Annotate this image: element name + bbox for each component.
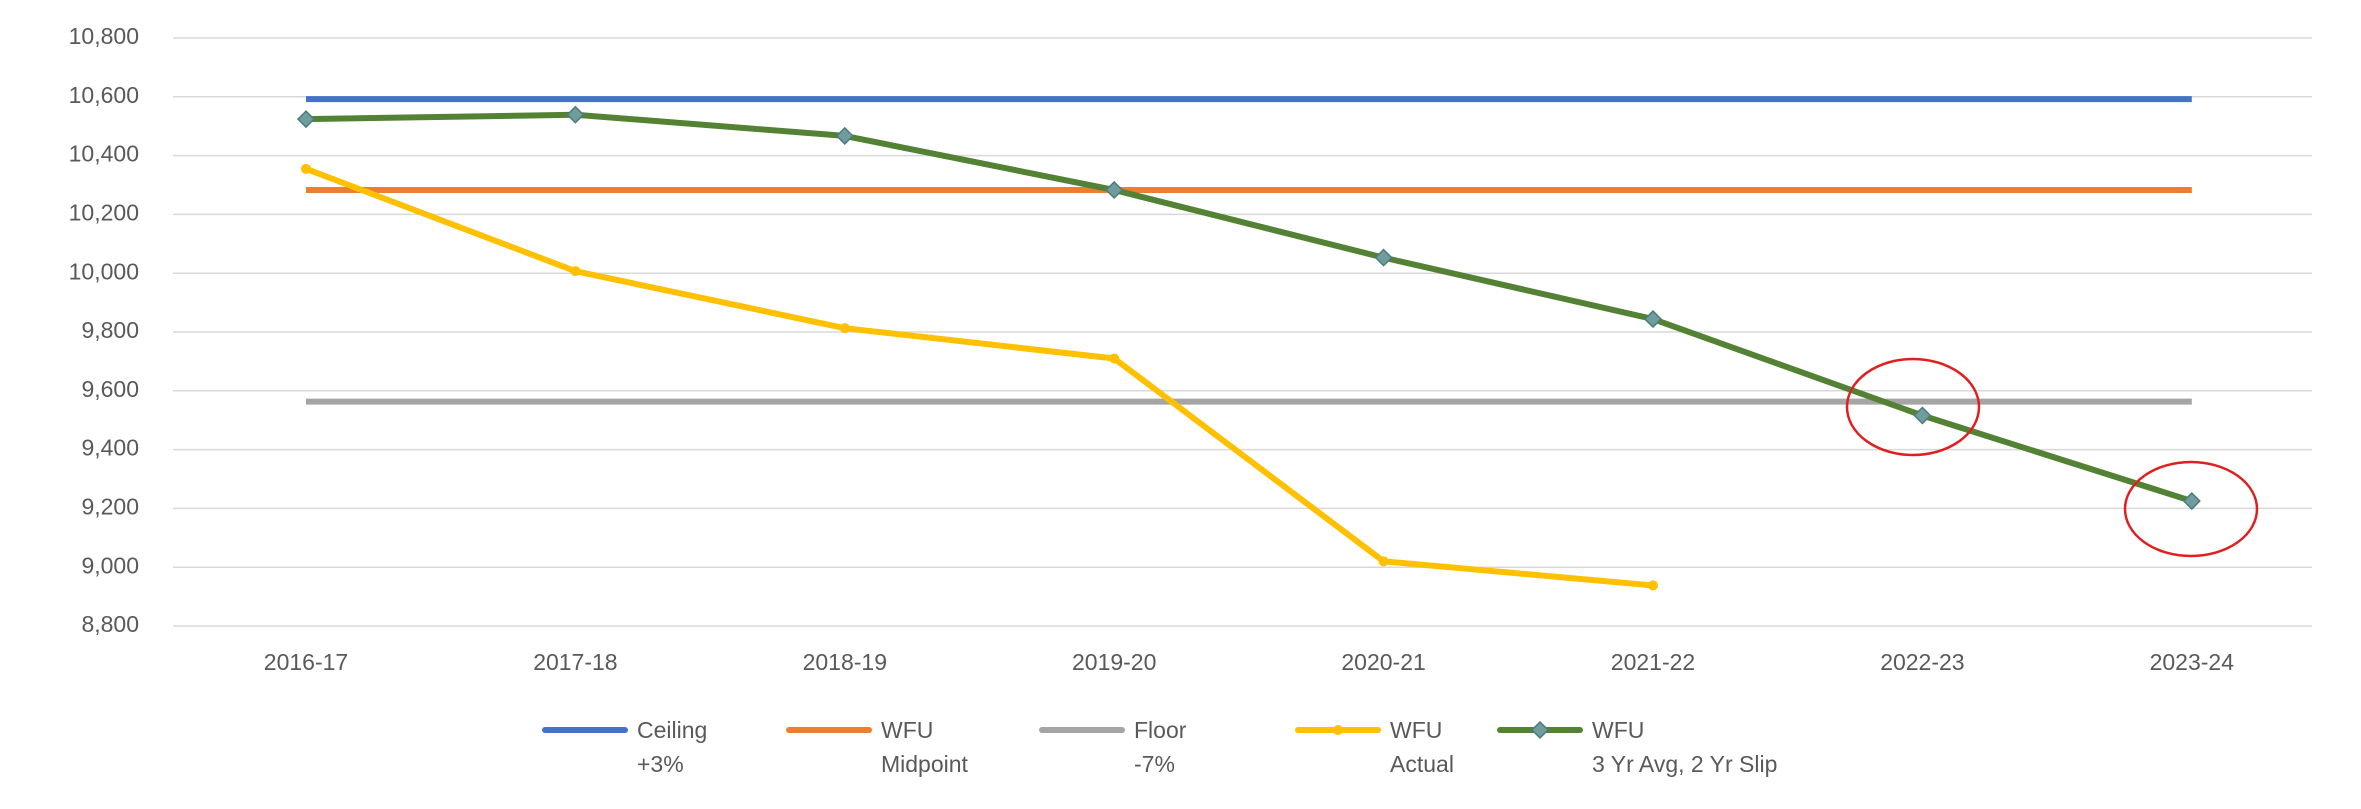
x-tick-label: 2019-20: [1072, 649, 1156, 675]
data-point: [1378, 556, 1389, 567]
series-line: [305, 111, 2193, 504]
legend-label: WFU 3 Yr Avg, 2 Yr Slip: [1592, 717, 1778, 777]
y-tick-label: 9,200: [81, 493, 139, 519]
legend-label: WFU Actual: [1390, 717, 1454, 777]
legend-marker: [1530, 720, 1550, 740]
x-tick-label: 2016-17: [264, 649, 348, 675]
data-point: [1105, 180, 1124, 200]
data-point: [1643, 310, 1663, 329]
x-tick-label: 2017-18: [533, 649, 617, 675]
x-tick-label: 2020-21: [1341, 649, 1425, 675]
y-tick-label: 8,800: [81, 611, 139, 637]
data-point: [570, 266, 581, 277]
data-point: [1913, 406, 1932, 425]
y-tick-label: 10,600: [69, 82, 139, 108]
legend-label: WFU Midpoint: [881, 717, 968, 777]
legend-label: Ceiling +3%: [637, 717, 708, 777]
data-point: [301, 163, 311, 174]
data-point: [1648, 580, 1658, 591]
x-tick-label: 2023-24: [2150, 649, 2235, 675]
data-point: [566, 105, 585, 124]
y-tick-label: 10,000: [69, 258, 139, 284]
y-tick-label: 10,400: [69, 141, 139, 167]
y-tick-label: 10,200: [69, 199, 139, 225]
data-point: [835, 126, 854, 145]
y-tick-label: 9,600: [81, 376, 139, 402]
legend-marker: [1333, 725, 1343, 735]
data-point: [1374, 248, 1393, 267]
x-tick-label: 2021-22: [1611, 649, 1695, 675]
data-point: [839, 323, 850, 334]
highlight-circle: [2123, 460, 2259, 558]
x-tick-label: 2022-23: [1880, 649, 1964, 675]
y-tick-label: 10,800: [69, 23, 139, 49]
highlight-circle: [1845, 357, 1981, 457]
y-tick-label: 9,400: [81, 435, 139, 461]
x-tick-label: 2018-19: [803, 649, 887, 675]
data-point: [1109, 353, 1120, 364]
y-tick-label: 9,800: [81, 317, 139, 343]
legend-label: Floor -7%: [1134, 717, 1187, 777]
series-line: [304, 166, 1654, 589]
data-point: [296, 110, 316, 129]
y-tick-label: 9,000: [81, 552, 139, 578]
data-point: [2182, 491, 2201, 511]
